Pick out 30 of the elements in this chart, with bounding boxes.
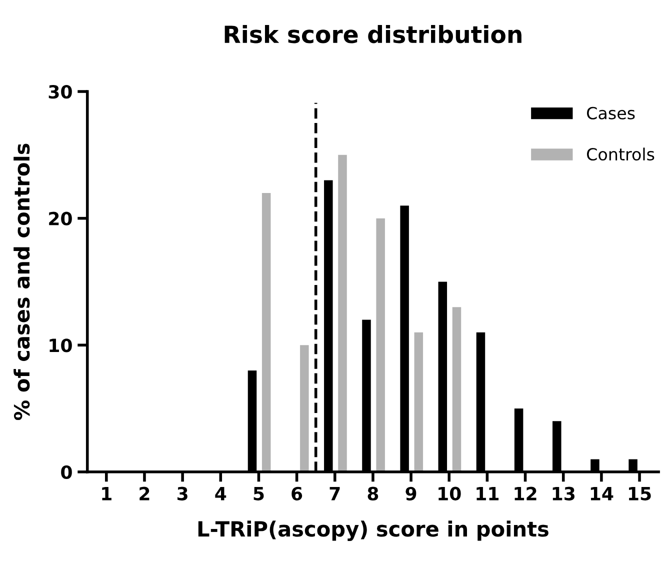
x-tick-label: 11 xyxy=(476,487,499,500)
y-tick-label: 0 xyxy=(61,465,72,480)
x-tick-label: 9 xyxy=(406,486,416,500)
x-tick-label: 8 xyxy=(368,486,378,500)
x-tick-label: 5 xyxy=(254,487,264,500)
x-tick-label: 6 xyxy=(292,486,302,500)
bar xyxy=(376,218,385,472)
x-tick-label: 10 xyxy=(438,486,461,500)
legend-label: Controls xyxy=(587,148,654,161)
x-tick-label: 3 xyxy=(177,486,188,500)
y-tick-label: 10 xyxy=(50,338,72,352)
y-tick-label: 30 xyxy=(48,84,72,99)
bar xyxy=(262,192,271,472)
x-axis-title: L-TRiP(ascopy) score in points xyxy=(198,520,548,541)
x-tick-label: 14 xyxy=(590,487,614,500)
bar xyxy=(414,332,424,472)
x-tick-label: 13 xyxy=(552,486,574,500)
x-tick-label: 15 xyxy=(628,487,651,500)
legend-label: Cases xyxy=(587,106,635,120)
chart-title: Risk score distribution xyxy=(224,24,522,44)
x-tick-label: 7 xyxy=(330,487,340,500)
bar xyxy=(300,345,309,472)
y-tick-label: 20 xyxy=(49,212,72,226)
bar xyxy=(452,307,462,472)
y-axis-title: % of cases and controls xyxy=(14,144,30,420)
x-tick-label: 2 xyxy=(140,486,150,500)
x-tick-label: 1 xyxy=(102,487,112,500)
x-tick-label: 12 xyxy=(514,486,536,500)
x-tick-label: 4 xyxy=(215,487,226,500)
bar xyxy=(338,154,347,472)
